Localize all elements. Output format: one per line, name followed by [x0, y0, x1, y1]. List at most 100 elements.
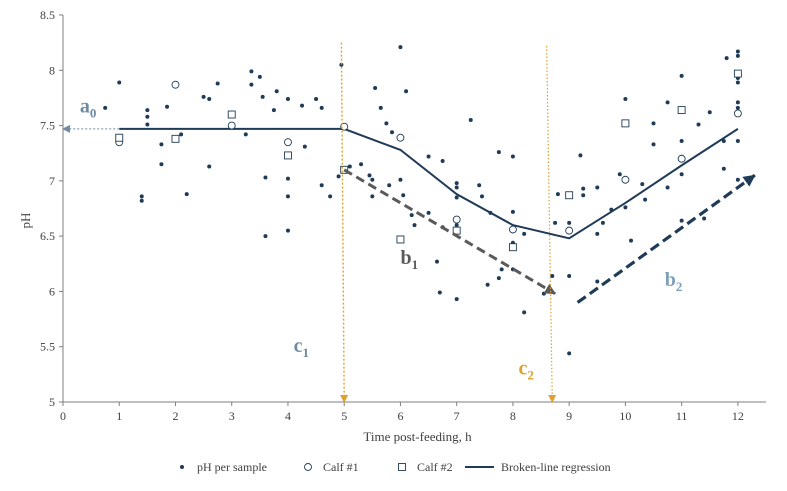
sample-point	[359, 162, 364, 167]
x-tick-label: 9	[566, 409, 572, 423]
sample-point	[285, 97, 290, 102]
calf-1-point	[284, 138, 292, 147]
sample-point	[595, 279, 600, 284]
y-tick-label: 7	[49, 174, 55, 188]
sample-point	[257, 74, 262, 79]
sample-point	[679, 172, 684, 177]
annotation-b2: b2	[576, 174, 756, 304]
sample-point	[367, 173, 372, 178]
legend-label: Calf #2	[417, 460, 453, 474]
sample-point	[426, 154, 431, 159]
sample-point	[398, 177, 403, 182]
sample-point	[679, 218, 684, 223]
sample-point	[390, 130, 395, 135]
sample-point	[477, 183, 482, 188]
sample-point	[629, 238, 634, 243]
sample-point	[207, 97, 212, 102]
sample-point	[401, 193, 406, 198]
sample-point	[370, 194, 375, 199]
x-axis-title: Time post-feeding, h	[363, 429, 472, 444]
sample-point	[404, 89, 409, 94]
legend-item: Broken-line regression	[465, 460, 611, 474]
annotation-b1: b1	[343, 168, 556, 295]
calf-1-point	[565, 226, 574, 235]
sample-point	[145, 114, 150, 119]
sample-point	[640, 182, 645, 187]
sample-point	[522, 310, 527, 315]
sample-point	[179, 132, 184, 137]
sample-point	[581, 193, 586, 198]
sample-point	[145, 108, 150, 113]
sample-point	[285, 228, 290, 233]
x-tick-label: 5	[341, 409, 347, 423]
sample-point	[319, 105, 324, 110]
legend-label: pH per sample	[197, 460, 267, 474]
calf-1-point	[171, 80, 180, 89]
sample-point	[426, 210, 431, 215]
legend-square-icon	[398, 463, 406, 471]
sample-point	[328, 194, 333, 199]
sample-point	[434, 259, 439, 264]
sample-point	[454, 181, 459, 186]
series-dots	[103, 45, 740, 356]
sample-point	[679, 73, 684, 78]
sample-point	[139, 198, 144, 203]
legend-circle-icon	[304, 463, 312, 471]
calf-1-point	[677, 154, 686, 163]
annotation-arrow-c2	[546, 45, 557, 403]
sample-point	[159, 142, 164, 147]
sample-point	[702, 216, 707, 221]
sample-point	[735, 49, 740, 54]
calf-1-point	[227, 121, 236, 130]
sample-point	[581, 186, 586, 191]
x-tick-label: 10	[619, 409, 631, 423]
sample-point	[409, 213, 414, 218]
sample-point	[735, 100, 740, 105]
annotation-arrow-b2	[576, 174, 756, 304]
sample-point	[373, 85, 378, 90]
y-tick-label: 6.5	[40, 229, 55, 243]
sample-point	[260, 94, 265, 99]
sample-point	[567, 351, 572, 356]
sample-point	[578, 153, 583, 158]
sample-point	[623, 205, 628, 210]
sample-point	[550, 273, 555, 278]
x-tick-label: 0	[60, 409, 66, 423]
sample-point	[370, 177, 375, 182]
sample-point	[623, 97, 628, 102]
sample-point	[440, 158, 445, 163]
x-tick-label: 3	[229, 409, 235, 423]
sample-point	[302, 144, 307, 149]
sample-point	[735, 139, 740, 144]
sample-point	[665, 185, 670, 190]
sample-point	[249, 69, 254, 74]
calf-1-point	[396, 133, 405, 142]
calf-1-point	[733, 109, 742, 118]
axes: 55.566.577.588.50 1 2 3 4 5 6 7 8 9 10 11 12	[40, 8, 766, 423]
sample-point	[510, 154, 515, 159]
calf-2-point	[508, 243, 517, 252]
sample-point	[724, 56, 729, 61]
sample-point	[643, 197, 648, 202]
y-tick-label: 5.5	[40, 340, 55, 354]
sample-point	[165, 104, 170, 109]
sample-point	[271, 108, 276, 113]
sample-point	[387, 183, 392, 188]
annotation-c1: c1	[294, 42, 349, 403]
y-tick-label: 8	[49, 63, 55, 77]
sample-point	[735, 80, 740, 85]
sample-point	[314, 97, 319, 102]
sample-point	[285, 176, 290, 181]
sample-point	[609, 207, 614, 212]
calf-2-point	[227, 110, 236, 119]
legend-item: Calf #2	[398, 460, 453, 474]
sample-point	[378, 105, 383, 110]
sample-point	[721, 139, 726, 144]
sample-point	[285, 194, 290, 199]
sample-point	[249, 82, 254, 87]
sample-point	[479, 194, 484, 199]
annotation-label-c2: c2	[519, 357, 534, 382]
sample-point	[567, 220, 572, 225]
